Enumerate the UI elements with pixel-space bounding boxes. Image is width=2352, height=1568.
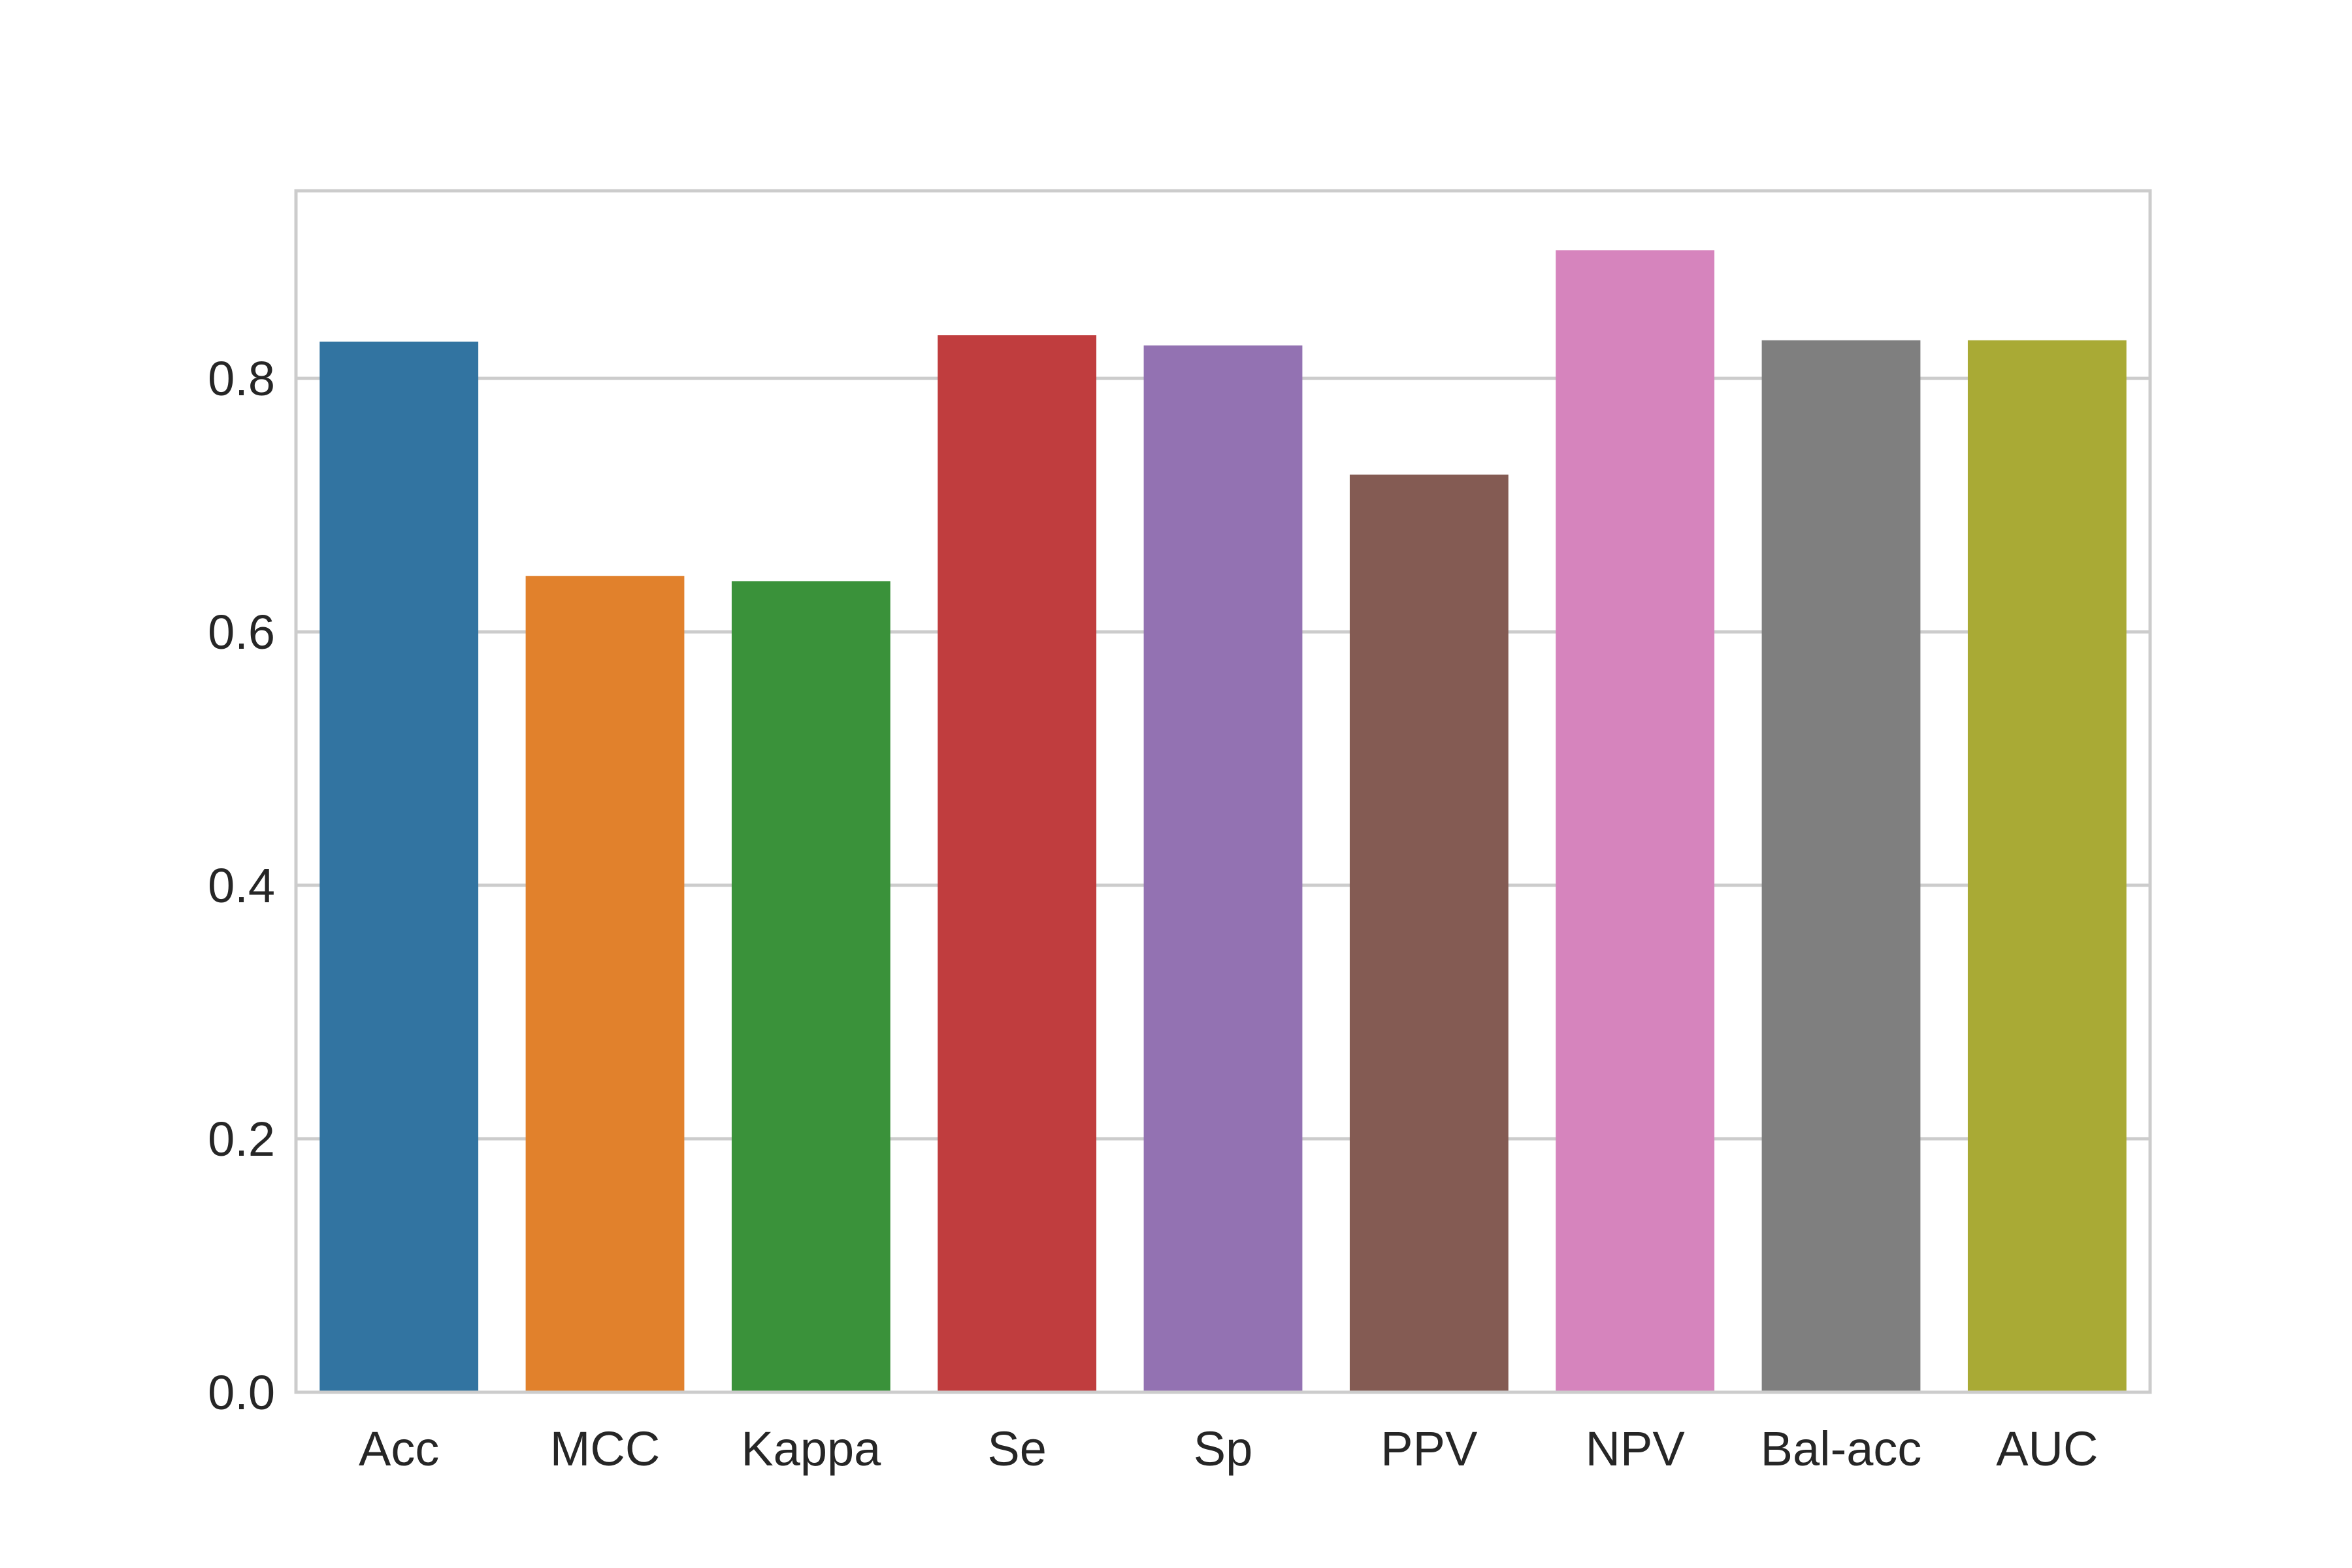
x-axis-tick-labels: Acc MCC Kappa Se Sp PPV NPV Bal-acc AUC	[359, 1422, 2098, 1476]
x-tick-label: Se	[987, 1422, 1047, 1476]
y-tick-label: 0.0	[208, 1365, 275, 1420]
y-tick-label: 0.6	[208, 605, 275, 659]
bars	[319, 250, 2127, 1393]
bar-auc	[1967, 340, 2127, 1393]
bar-bal-acc	[1761, 340, 1921, 1393]
y-tick-label: 0.8	[208, 351, 275, 406]
x-tick-label: Kappa	[741, 1422, 881, 1476]
x-tick-label: NPV	[1586, 1422, 1686, 1476]
bar-se	[938, 335, 1097, 1393]
x-tick-label: AUC	[1996, 1422, 2098, 1476]
x-tick-label: PPV	[1380, 1422, 1478, 1476]
bar-sp	[1143, 345, 1303, 1392]
x-tick-label: Bal-acc	[1761, 1422, 1922, 1476]
y-tick-label: 0.2	[208, 1112, 275, 1166]
x-tick-label: Acc	[359, 1422, 439, 1476]
axes-frame	[294, 189, 2152, 1394]
bar-ppv	[1349, 474, 1509, 1392]
bar-kappa	[731, 581, 890, 1393]
bar-acc	[319, 341, 479, 1392]
bar-npv	[1556, 250, 1715, 1392]
x-tick-label: Sp	[1194, 1422, 1253, 1476]
y-tick-label: 0.4	[208, 858, 275, 913]
bar-mcc	[525, 576, 685, 1393]
x-tick-label: MCC	[550, 1422, 661, 1476]
y-axis-tick-labels: 0.0 0.2 0.4 0.6 0.8	[208, 351, 275, 1420]
